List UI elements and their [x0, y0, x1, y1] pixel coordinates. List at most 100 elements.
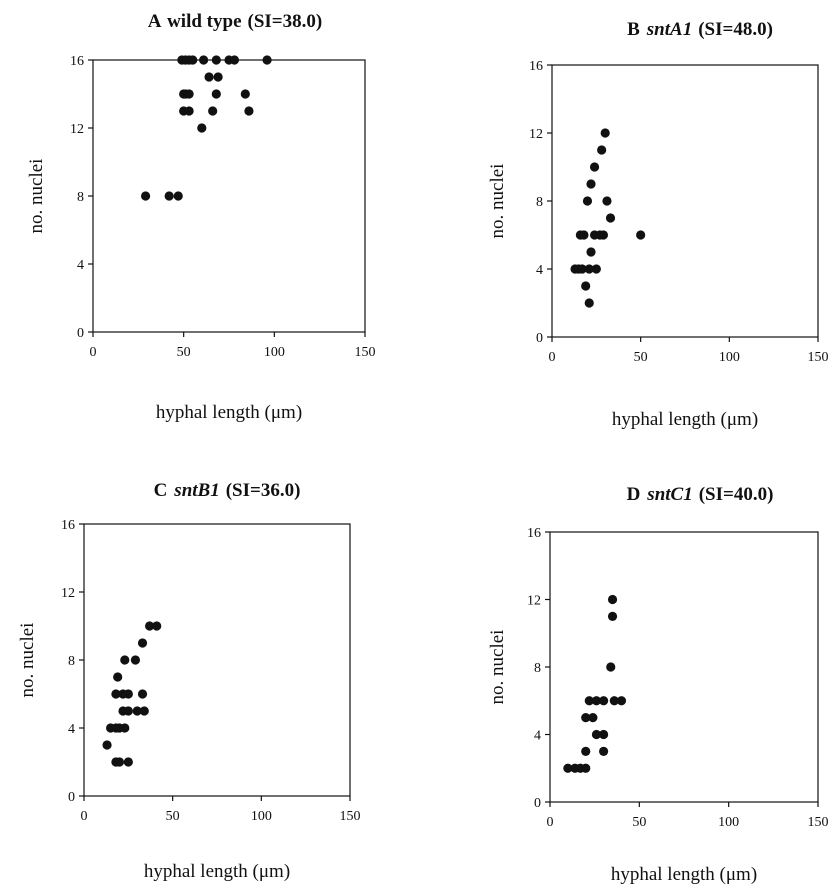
y-axis-label: no. nuclei [17, 623, 38, 698]
data-point [616, 696, 627, 706]
data-point [173, 191, 183, 201]
data-point [607, 611, 618, 621]
x-axis-label: hyphal length (μm) [612, 409, 758, 430]
y-tick-label: 0 [68, 790, 75, 805]
data-point [584, 298, 594, 308]
panel-si: (SI=48.0) [698, 19, 773, 40]
data-point [137, 689, 148, 699]
data-point [599, 746, 609, 756]
panel-letter: C [154, 480, 168, 501]
y-tick-label: 8 [68, 654, 75, 669]
panel-genotype: wild type [167, 11, 241, 32]
data-point [113, 672, 123, 682]
y-tick-label: 8 [534, 661, 541, 676]
x-tick-label: 0 [549, 350, 556, 365]
data-point [145, 621, 155, 631]
y-tick-label: 8 [536, 195, 543, 210]
data-point [591, 729, 602, 740]
data-point [588, 713, 598, 723]
panel-letter: A [148, 11, 162, 32]
data-point [563, 763, 573, 773]
data-point [599, 696, 609, 706]
x-tick-label: 50 [634, 350, 648, 365]
data-point [605, 213, 616, 223]
x-axis-label: hyphal length (μm) [611, 864, 757, 885]
data-point [609, 696, 619, 706]
data-point [636, 230, 646, 240]
data-point [240, 89, 250, 99]
y-axis-label: no. nuclei [487, 164, 508, 239]
data-point [584, 264, 594, 274]
data-point [102, 740, 112, 750]
data-point [581, 713, 591, 723]
data-point [211, 89, 221, 99]
panel-genotype: sntA1 [646, 19, 692, 40]
y-axis-label: no. nuclei [487, 630, 508, 705]
x-tick-label: 100 [719, 350, 740, 365]
y-tick-label: 0 [534, 796, 541, 811]
y-tick-label: 0 [536, 331, 543, 346]
data-point [120, 723, 130, 733]
data-point [606, 662, 616, 672]
panel-genotype: sntC1 [646, 484, 692, 505]
y-tick-label: 16 [70, 54, 84, 69]
data-point [123, 706, 133, 716]
y-tick-label: 4 [534, 729, 541, 744]
data-point [123, 689, 133, 699]
y-tick-label: 4 [68, 722, 75, 737]
x-axis-label: hyphal length (μm) [156, 402, 302, 423]
y-axis-label: no. nuclei [26, 159, 47, 234]
x-axis-label: hyphal length (μm) [144, 861, 290, 882]
data-point [577, 264, 587, 274]
data-point [164, 191, 174, 201]
y-tick-label: 12 [527, 594, 541, 609]
y-tick-label: 16 [61, 518, 75, 533]
y-tick-label: 4 [77, 258, 84, 273]
data-point [204, 72, 214, 82]
data-point [140, 191, 151, 201]
y-tick-label: 16 [527, 526, 541, 541]
panel-letter: B [627, 19, 640, 40]
data-point [211, 55, 221, 65]
data-point [213, 72, 223, 82]
x-tick-label: 100 [264, 345, 285, 360]
x-tick-label: 0 [547, 815, 554, 830]
plot-frame [549, 531, 819, 803]
data-point [137, 638, 148, 648]
data-point [589, 162, 600, 172]
data-point [602, 196, 612, 206]
data-point [597, 145, 607, 155]
data-point [184, 106, 194, 116]
data-point [582, 196, 593, 206]
data-point [600, 128, 610, 138]
x-tick-label: 150 [355, 345, 376, 360]
y-tick-label: 12 [61, 586, 75, 601]
y-tick-label: 12 [529, 127, 543, 142]
data-point [244, 106, 254, 116]
x-tick-label: 150 [808, 815, 829, 830]
y-tick-label: 4 [536, 263, 543, 278]
data-point [130, 655, 141, 665]
data-point [591, 264, 601, 274]
x-tick-label: 50 [632, 815, 646, 830]
y-tick-label: 0 [77, 326, 84, 341]
x-tick-label: 0 [81, 809, 88, 824]
data-point [584, 696, 594, 706]
panel-si: (SI=40.0) [699, 484, 774, 505]
x-tick-label: 50 [166, 809, 180, 824]
data-point [586, 247, 596, 257]
x-tick-label: 150 [340, 809, 361, 824]
y-tick-label: 8 [77, 190, 84, 205]
data-point [188, 55, 198, 65]
data-point [581, 746, 591, 756]
data-point [184, 89, 194, 99]
data-point [591, 696, 602, 706]
plot-frame [92, 59, 366, 333]
y-tick-label: 12 [70, 122, 84, 137]
data-point [579, 230, 589, 240]
